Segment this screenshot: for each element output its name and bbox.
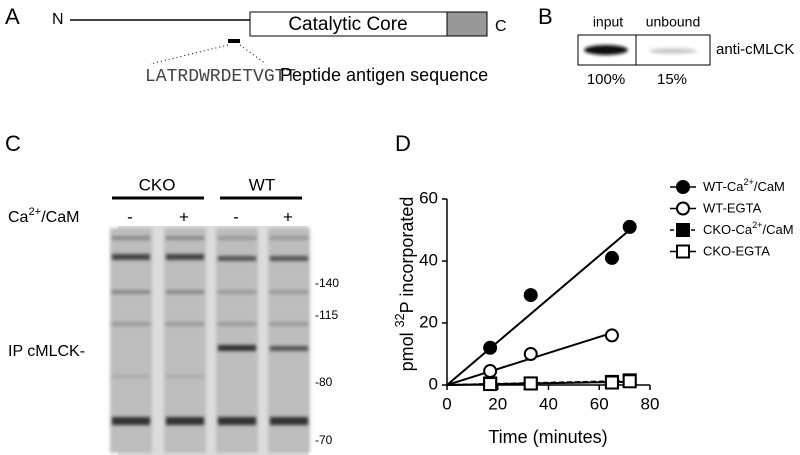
legend-marker xyxy=(676,180,690,194)
y-tick-label: 40 xyxy=(419,250,438,269)
y-tick-label: 0 xyxy=(429,374,438,393)
marker xyxy=(483,377,498,392)
lane-sign: - xyxy=(127,207,133,226)
panel-label: A xyxy=(5,4,20,29)
x-axis-label: Time (minutes) xyxy=(488,427,607,447)
legend-label: CKO-EGTA xyxy=(703,244,770,259)
fit-line xyxy=(446,380,630,386)
lane-sign: + xyxy=(283,207,293,226)
marker xyxy=(483,364,498,379)
row-label: IP cMLCK- xyxy=(8,343,85,360)
c-region xyxy=(446,11,488,37)
treatment-label: Ca2+/CaM xyxy=(8,206,79,226)
lane-sign: + xyxy=(179,207,189,226)
size-marker: -80 xyxy=(315,375,333,389)
percent: 100% xyxy=(587,71,625,88)
c-terminus: C xyxy=(495,18,507,35)
marker xyxy=(622,374,637,389)
y-tick-label: 20 xyxy=(419,312,438,331)
size-marker: -140 xyxy=(315,276,339,290)
legend-marker xyxy=(676,244,690,259)
zoom-line xyxy=(239,44,267,65)
caption: Peptide antigen sequence xyxy=(280,65,488,85)
panel-label: D xyxy=(395,131,411,156)
band xyxy=(584,45,628,55)
legend-label: WT-EGTA xyxy=(703,201,762,216)
n-terminus: N xyxy=(52,11,64,28)
marker xyxy=(523,376,538,391)
x-tick-label: 80 xyxy=(641,394,660,413)
antibody: anti-cMLCK xyxy=(716,41,794,58)
lane-label: unbound xyxy=(646,14,701,30)
marker xyxy=(622,219,637,234)
y-axis-label: pmol 32P incorporated xyxy=(393,197,416,372)
panel-label: B xyxy=(538,4,553,29)
marker xyxy=(604,375,619,390)
gel xyxy=(110,226,310,455)
band xyxy=(649,48,697,54)
antigen-site xyxy=(228,39,240,43)
marker xyxy=(483,340,498,355)
x-tick-label: 40 xyxy=(539,394,558,413)
marker xyxy=(604,328,619,343)
group-label: CKO xyxy=(139,175,176,194)
percent: 15% xyxy=(657,71,687,88)
legend-marker xyxy=(676,201,690,216)
y-tick-label: 60 xyxy=(419,188,438,207)
marker xyxy=(523,288,538,303)
legend-label: WT-Ca2+/CaM xyxy=(703,177,785,194)
x-tick-label: 20 xyxy=(488,394,507,413)
peptide: LATRDWRDETVGTT xyxy=(145,67,296,87)
group-label: WT xyxy=(249,175,275,194)
fit-line xyxy=(446,229,631,386)
size-marker: -70 xyxy=(315,433,333,447)
lane-sign: - xyxy=(233,207,239,226)
x-tick-label: 0 xyxy=(442,394,451,413)
marker xyxy=(604,250,619,265)
domain-label: Catalytic Core xyxy=(288,14,407,35)
size-marker: -115 xyxy=(315,308,338,322)
x-tick-label: 60 xyxy=(590,394,609,413)
legend-label: CKO-Ca2+/CaM xyxy=(703,220,794,237)
lane-label: input xyxy=(593,14,623,30)
marker xyxy=(523,347,538,361)
zoom-line xyxy=(149,44,229,65)
panel-label: C xyxy=(5,131,21,156)
legend-marker xyxy=(676,223,690,237)
